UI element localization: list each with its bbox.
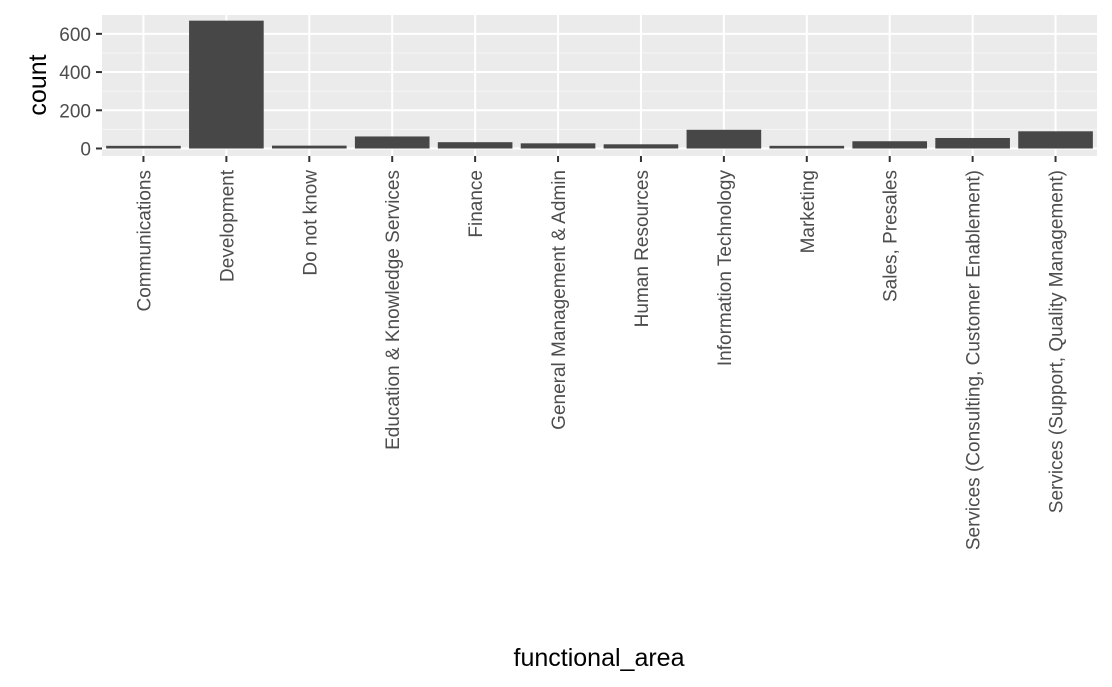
bar-4 [437,142,513,149]
x-tick-label: Do not know [300,170,321,276]
bar-7 [686,129,762,149]
bar-0 [106,145,181,149]
x-tick-label: Sales, Presales [881,170,902,302]
bar-10 [935,137,1010,149]
bar-11 [1018,131,1093,149]
bar-9 [852,141,928,149]
x-tick-label: Human Resources [632,170,653,327]
y-tick-label: 0 [80,140,91,161]
x-axis-title: functional_area [514,644,685,672]
x-tick-label: Information Technology [715,170,736,367]
y-tick-label: 200 [59,101,91,122]
y-axis: 0 200 400 600 [59,25,102,161]
x-tick-label: Services (Consulting, Customer Enablemen… [964,170,985,550]
bars [106,20,1093,149]
y-tick-label: 600 [59,25,91,46]
x-tick-label: Marketing [798,170,819,253]
y-tick-label: 400 [59,63,91,84]
bar-3 [354,136,430,149]
bar-1 [189,20,264,149]
plot-panel [102,15,1097,156]
bar-8 [769,145,845,149]
x-tick-label: Education & Knowledge Services [383,170,404,450]
minor-grid [102,52,1097,130]
x-tick-label: Services (Support, Quality Management) [1047,170,1068,513]
x-tick-label: Communications [134,170,155,312]
bar-2 [271,145,347,149]
bar-6 [603,144,679,149]
bar-5 [520,143,596,149]
x-axis: Communications Development Do not know Educ… [134,156,1068,550]
y-axis-title: count [24,54,52,115]
x-tick-label: Finance [466,170,487,238]
x-tick-label: General Management & Admin [549,170,570,430]
x-tick-label: Development [217,169,238,282]
